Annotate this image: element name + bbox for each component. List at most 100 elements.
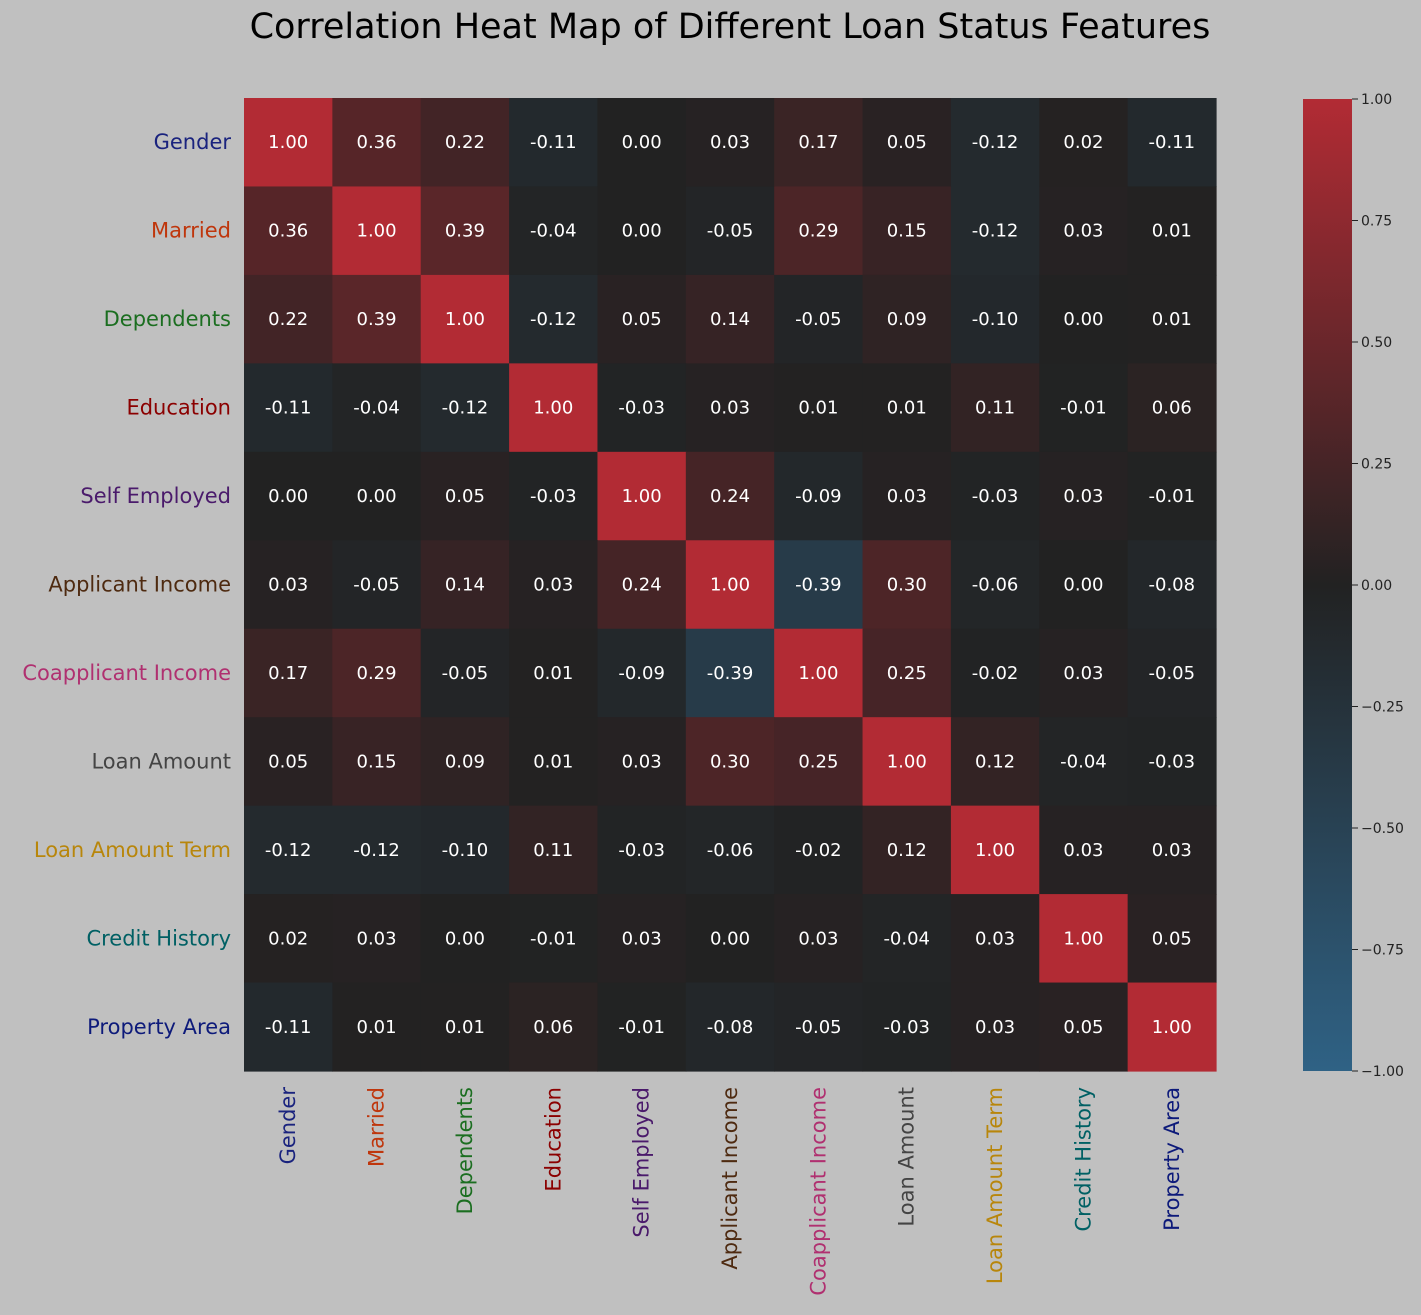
cell-value-label: 0.05 [1063,1017,1103,1038]
cell-value-label: 0.05 [622,309,662,330]
heatmap-cell [774,805,864,895]
cell-value-label: 0.00 [710,928,750,949]
heatmap-cell [774,717,864,807]
cell-value-label: 0.01 [357,1017,397,1038]
cell-value-label: -0.05 [442,663,489,684]
cell-value-label: 0.06 [1152,398,1192,419]
x-tick-label: Self Employed [630,1087,654,1238]
cell-value-label: -0.03 [618,398,665,419]
heatmap-cell [685,274,775,364]
heatmap-cell [597,98,687,188]
heatmap-cell [509,540,599,630]
cell-value-label: -0.05 [795,1017,842,1038]
cell-value-label: 0.03 [1063,663,1103,684]
cell-value-label: 0.06 [533,1017,573,1038]
cell-value-label: 0.00 [268,486,308,507]
cell-value-label: -0.12 [265,840,312,861]
y-axis-labels: Gender Married Dependents Education Self Emp… [22,130,231,1039]
cell-value-label: 0.02 [268,928,308,949]
colorbar-tick-label: −0.50 [1361,821,1404,837]
heatmap-cell [1039,717,1129,807]
heatmap-cell [774,540,864,630]
heatmap-cell [774,451,864,541]
heatmap-cell [509,363,599,453]
heatmap-cell [1039,628,1129,718]
heatmap-cell [1127,805,1217,895]
cell-value-label: 1.00 [268,132,308,153]
heatmap-cell [509,274,599,364]
cell-value-label: -0.03 [1149,751,1196,772]
heatmap-cell [509,628,599,718]
cell-value-label: 0.36 [357,132,397,153]
heatmap-cell [685,717,775,807]
heatmap-cell [774,186,864,276]
cell-value-label: -0.05 [1149,663,1196,684]
heatmap-cell [420,628,510,718]
cell-value-label: 0.02 [1063,132,1103,153]
heatmap-cell [332,805,422,895]
heatmap-cell [685,540,775,630]
heatmap-cell [774,628,864,718]
cell-value-label: -0.01 [1060,398,1107,419]
cell-value-label: -0.05 [795,309,842,330]
cell-value-label: -0.11 [530,132,577,153]
heatmap-cell [509,451,599,541]
cell-value-label: 0.39 [445,221,485,242]
cell-value-label: 0.25 [887,663,927,684]
cell-value-label: 1.00 [798,663,838,684]
heatmap-cell [420,894,510,984]
cell-value-label: -0.12 [353,840,400,861]
cell-value-label: 1.00 [1063,928,1103,949]
cell-value-label: 0.01 [533,663,573,684]
heatmap-cell [1039,451,1129,541]
cell-value-label: -0.03 [530,486,577,507]
cell-value-label: 0.01 [887,398,927,419]
cell-value-label: 0.01 [1152,309,1192,330]
heatmap-cell [332,98,422,188]
cell-value-label: -0.10 [442,840,489,861]
heatmap-cell [420,98,510,188]
y-tick-label: Married [151,219,231,243]
colorbar-tick-label: 0.25 [1361,457,1392,473]
heatmap-cell [332,628,422,718]
cell-value-label: 1.00 [887,751,927,772]
heatmap-cell [685,894,775,984]
heatmap-cell [597,628,687,718]
heatmap-cell [774,982,864,1072]
x-tick-label: Loan Amount [895,1087,919,1227]
heatmap-cell [244,186,333,276]
heatmap-cell [774,274,864,364]
heatmap-cell [950,982,1040,1072]
cell-value-label: 0.03 [533,575,573,596]
heatmap-cell [862,717,952,807]
heatmap-cell [420,451,510,541]
chart-title: Correlation Heat Map of Different Loan S… [250,7,1211,47]
cell-value-label: 0.24 [622,575,662,596]
heatmap-cell [332,363,422,453]
heatmap-cell [509,894,599,984]
cell-value-label: -0.39 [707,663,754,684]
cell-value-label: -0.39 [795,575,842,596]
heatmap-cell [597,363,687,453]
cell-value-label: 0.14 [445,575,485,596]
cell-value-label: -0.04 [1060,751,1107,772]
colorbar-gradient [1303,99,1352,1071]
cell-value-label: 1.00 [710,575,750,596]
heatmap-cell [685,982,775,1072]
heatmap-cell [950,894,1040,984]
heatmap-cell [244,98,333,188]
colorbar-tick-label: 0.75 [1361,214,1392,230]
cell-value-label: 0.03 [887,486,927,507]
heatmap-cell [1039,186,1129,276]
x-tick-label: Credit History [1071,1087,1095,1232]
heatmap-cell [774,894,864,984]
cell-value-label: 0.03 [622,751,662,772]
cell-value-label: 0.00 [622,221,662,242]
heatmap-cell [509,717,599,807]
cell-value-label: 0.00 [445,928,485,949]
heatmap-cell [332,451,422,541]
cell-value-label: 0.01 [1152,221,1192,242]
cell-value-label: 1.00 [975,840,1015,861]
heatmap-cell [950,805,1040,895]
cell-value-label: 0.01 [798,398,838,419]
